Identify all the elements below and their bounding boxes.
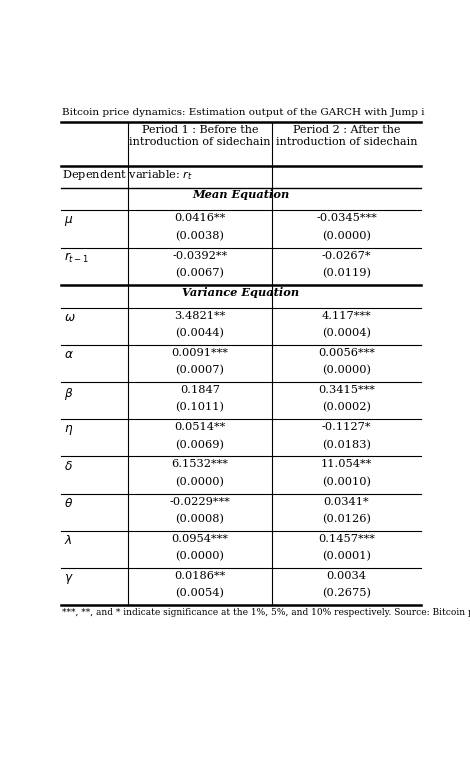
Text: (0.0044): (0.0044) (175, 328, 224, 338)
Text: Period 2 : After the
introduction of sidechain: Period 2 : After the introduction of sid… (276, 125, 417, 147)
Text: Mean Equation: Mean Equation (192, 189, 290, 200)
Text: (0.0008): (0.0008) (175, 514, 224, 524)
Text: Variance Equation: Variance Equation (182, 287, 299, 298)
Text: 0.1847: 0.1847 (180, 385, 220, 395)
Text: -0.1127*: -0.1127* (322, 422, 371, 432)
Text: (0.0007): (0.0007) (175, 365, 224, 375)
Text: -0.0267*: -0.0267* (322, 251, 371, 261)
Text: $\omega$: $\omega$ (64, 312, 76, 324)
Text: $\theta$: $\theta$ (64, 497, 73, 510)
Text: -0.0229***: -0.0229*** (170, 496, 230, 506)
Text: $\alpha$: $\alpha$ (64, 348, 74, 361)
Text: (0.0183): (0.0183) (322, 439, 371, 450)
Text: $\gamma$: $\gamma$ (64, 572, 74, 586)
Text: 0.3415***: 0.3415*** (318, 385, 375, 395)
Text: (0.0000): (0.0000) (175, 477, 224, 487)
Text: (0.0067): (0.0067) (175, 268, 224, 278)
Text: (0.0038): (0.0038) (175, 231, 224, 241)
Text: (0.0069): (0.0069) (175, 439, 224, 450)
Text: (0.0054): (0.0054) (175, 588, 224, 598)
Text: 0.0056***: 0.0056*** (318, 347, 375, 358)
Text: $\mu$: $\mu$ (64, 214, 73, 228)
Text: $\beta$: $\beta$ (64, 386, 74, 402)
Text: 6.1532***: 6.1532*** (172, 460, 228, 470)
Text: $\eta$: $\eta$ (64, 423, 73, 437)
Text: ***, **, and * indicate significance at the 1%, 5%, and 10% respectively. Source: ***, **, and * indicate significance at … (63, 608, 470, 617)
Text: (0.0000): (0.0000) (175, 552, 224, 562)
Text: Dependent variable: $r_t$: Dependent variable: $r_t$ (63, 168, 193, 182)
Text: (0.1011): (0.1011) (175, 403, 224, 413)
Text: (0.0126): (0.0126) (322, 514, 371, 524)
Text: 4.117***: 4.117*** (321, 311, 371, 321)
Text: 0.1457***: 0.1457*** (318, 534, 375, 544)
Text: (0.2675): (0.2675) (322, 588, 371, 598)
Text: 11.054**: 11.054** (321, 460, 372, 470)
Text: 0.0954***: 0.0954*** (172, 534, 228, 544)
Text: -0.0345***: -0.0345*** (316, 213, 377, 224)
Text: 0.0034: 0.0034 (327, 571, 367, 581)
Text: $r_{t-1}$: $r_{t-1}$ (64, 252, 89, 266)
Text: Period 1 : Before the
introduction of sidechain: Period 1 : Before the introduction of si… (129, 125, 271, 147)
Text: -0.0392**: -0.0392** (172, 251, 227, 261)
Text: 3.4821**: 3.4821** (174, 311, 226, 321)
Text: 0.0091***: 0.0091*** (172, 347, 228, 358)
Text: $\lambda$: $\lambda$ (64, 534, 73, 548)
Text: (0.0004): (0.0004) (322, 328, 371, 338)
Text: Bitcoin price dynamics: Estimation output of the GARCH with Jump i: Bitcoin price dynamics: Estimation outpu… (63, 108, 425, 118)
Text: 0.0514**: 0.0514** (174, 422, 226, 432)
Text: (0.0000): (0.0000) (322, 365, 371, 375)
Text: (0.0010): (0.0010) (322, 477, 371, 487)
Text: $\delta$: $\delta$ (64, 460, 73, 473)
Text: 0.0341*: 0.0341* (324, 496, 369, 506)
Text: (0.0002): (0.0002) (322, 403, 371, 413)
Text: (0.0000): (0.0000) (322, 231, 371, 241)
Text: (0.0119): (0.0119) (322, 268, 371, 278)
Text: (0.0001): (0.0001) (322, 552, 371, 562)
Text: 0.0186**: 0.0186** (174, 571, 226, 581)
Text: 0.0416**: 0.0416** (174, 213, 226, 224)
